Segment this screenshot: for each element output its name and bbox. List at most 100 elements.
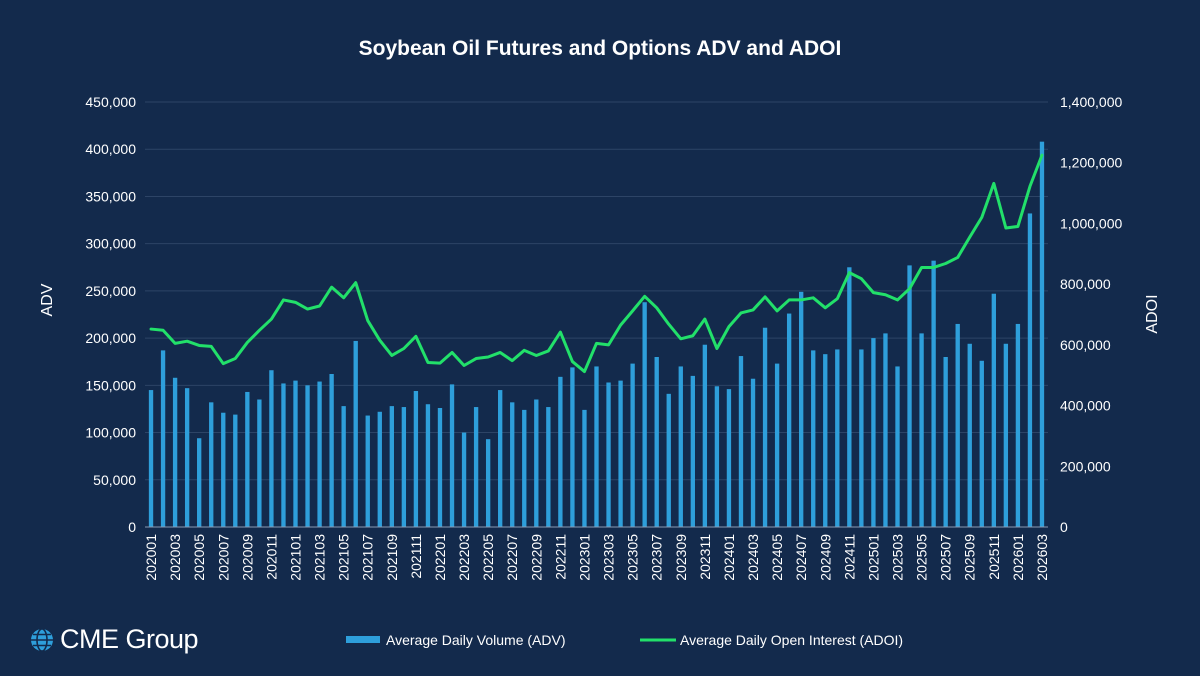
y-tick-label-left: 350,000 <box>85 188 136 204</box>
legend-label-adv: Average Daily Volume (ADV) <box>386 632 565 648</box>
adv-bar <box>413 391 419 527</box>
x-tick-label: 202601 <box>1010 534 1026 581</box>
adv-bar <box>630 363 635 527</box>
x-tick-label: 202305 <box>625 534 641 581</box>
x-tick-label: 202401 <box>721 534 737 581</box>
adv-bar <box>437 408 443 527</box>
adv-bar <box>221 412 226 527</box>
adv-bar <box>269 370 274 527</box>
adv-bar <box>931 260 936 527</box>
chart-title: Soybean Oil Futures and Options ADV and … <box>359 37 842 60</box>
adv-bars <box>148 141 1045 527</box>
x-tick-label: 202205 <box>480 534 496 581</box>
x-tick-label: 202209 <box>528 534 544 581</box>
adv-bar <box>148 390 154 527</box>
x-tick-label: 202411 <box>841 534 857 580</box>
y-axis-label-right: ADOI <box>1144 294 1161 333</box>
x-tick-label: 202501 <box>865 534 881 581</box>
adv-bar <box>774 363 780 527</box>
x-tick-label: 202103 <box>312 534 328 581</box>
adv-bar <box>738 356 744 527</box>
y-axis-right: 0 200,000 400,000 600,000 800,000 1,000,000 1,… <box>1060 94 1122 535</box>
x-tick-label: 202001 <box>143 534 159 581</box>
adv-bar <box>425 404 431 527</box>
adv-bar <box>991 293 996 527</box>
adv-bar <box>594 366 599 527</box>
x-tick-label: 202409 <box>817 534 833 581</box>
x-tick-label: 202507 <box>938 534 954 581</box>
adoi-line <box>149 153 1044 374</box>
adv-bar <box>172 377 178 527</box>
adv-bar <box>365 415 370 527</box>
adv-bar <box>726 389 732 527</box>
adv-bar <box>522 409 527 527</box>
adv-bar <box>847 267 852 527</box>
adv-bar <box>160 350 166 527</box>
legend: Average Daily Volume (ADV) Average Daily… <box>346 632 903 648</box>
adv-bar <box>895 366 900 527</box>
globe-icon <box>31 627 53 652</box>
adv-bar <box>642 302 647 527</box>
adv-bar <box>823 354 828 527</box>
x-tick-label: 202509 <box>962 534 978 581</box>
x-tick-label: 202207 <box>504 534 520 581</box>
adv-bar <box>293 380 298 527</box>
x-tick-label: 202003 <box>167 534 183 581</box>
adv-bar <box>281 383 286 527</box>
adv-bar <box>919 333 924 527</box>
x-tick-label: 202107 <box>360 534 376 581</box>
adv-bar <box>786 313 792 527</box>
y-tick-label-left: 300,000 <box>85 236 136 252</box>
adv-bar <box>1039 141 1045 527</box>
x-axis: 202001 202003 202005 202007 202009 202011 2021… <box>143 526 1050 581</box>
adv-bar <box>883 333 888 527</box>
adv-bar <box>401 407 407 527</box>
adv-bar <box>473 407 479 527</box>
x-tick-label: 202311 <box>697 534 713 580</box>
adv-bar <box>762 327 768 527</box>
adv-bar <box>967 343 972 527</box>
adv-bar <box>461 432 467 527</box>
y-tick-label-right: 1,400,000 <box>1060 94 1122 110</box>
y-tick-label-left: 250,000 <box>85 283 136 299</box>
adv-bar <box>618 380 623 527</box>
y-tick-label-right: 600,000 <box>1060 337 1111 353</box>
y-axis-label-left: ADV <box>39 283 56 316</box>
x-tick-label: 202007 <box>215 534 231 581</box>
adv-bar <box>341 406 346 527</box>
adv-bar <box>1027 213 1033 527</box>
y-tick-label-left: 50,000 <box>93 472 136 488</box>
adv-bar <box>654 357 659 527</box>
adv-bar <box>546 407 551 527</box>
legend-swatch-adv <box>346 636 380 643</box>
adv-bar <box>1003 343 1009 527</box>
adv-bar <box>859 349 864 527</box>
adv-bar <box>485 439 491 527</box>
adv-bar <box>570 367 575 527</box>
x-tick-label: 202201 <box>432 534 448 581</box>
adv-bar <box>510 402 515 527</box>
x-tick-label: 202301 <box>576 534 592 581</box>
x-tick-label: 202011 <box>263 534 279 580</box>
adv-bar <box>257 399 262 527</box>
adv-bar <box>353 340 358 527</box>
adv-bar <box>979 360 984 527</box>
legend-label-adoi: Average Daily Open Interest (ADOI) <box>680 632 903 648</box>
adv-bar <box>449 384 455 527</box>
x-tick-label: 202105 <box>336 534 352 581</box>
brand-name: CME Group <box>60 624 199 654</box>
adv-bar <box>1015 323 1021 527</box>
y-axis-left: 0 50,000 100,000 150,000 200,000 250,000 300,0… <box>85 94 136 535</box>
y-tick-label-left: 0 <box>128 519 136 535</box>
adv-bar <box>606 382 611 527</box>
adv-bar <box>209 402 214 527</box>
adv-bar <box>184 388 190 527</box>
y-tick-label-left: 150,000 <box>85 377 136 393</box>
adv-bar <box>835 349 840 527</box>
y-tick-label-right: 1,200,000 <box>1060 155 1122 171</box>
x-tick-label: 202109 <box>384 534 400 581</box>
x-tick-label: 202309 <box>673 534 689 581</box>
x-tick-label: 202101 <box>288 534 304 581</box>
x-tick-label: 202603 <box>1034 534 1050 581</box>
